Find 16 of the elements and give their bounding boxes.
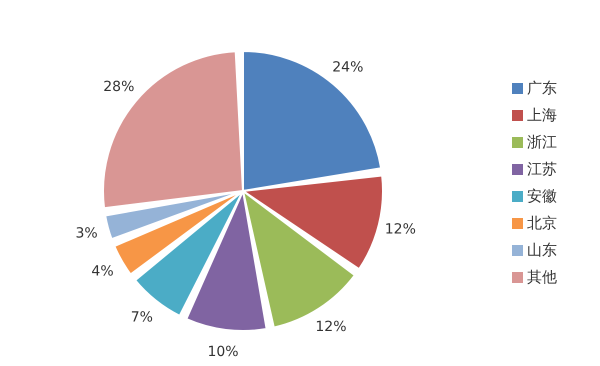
legend-label: 上海 (527, 106, 557, 124)
legend-label: 其他 (527, 268, 557, 286)
data-label: 12% (315, 319, 347, 336)
data-label: 7% (130, 310, 153, 326)
data-label: 24% (332, 59, 364, 76)
data-label: 28% (103, 78, 134, 95)
legend-label: 山东 (527, 241, 557, 259)
legend-label: 江苏 (527, 160, 557, 178)
data-label: 4% (91, 264, 114, 280)
data-label: 3% (76, 225, 98, 242)
legend-label: 广东 (527, 79, 557, 97)
legend-label: 浙江 (527, 133, 557, 151)
data-label: 12% (384, 222, 416, 238)
legend-label: 北京 (527, 214, 557, 232)
legend-label: 安徽 (527, 187, 557, 205)
data-label: 10% (207, 344, 239, 360)
